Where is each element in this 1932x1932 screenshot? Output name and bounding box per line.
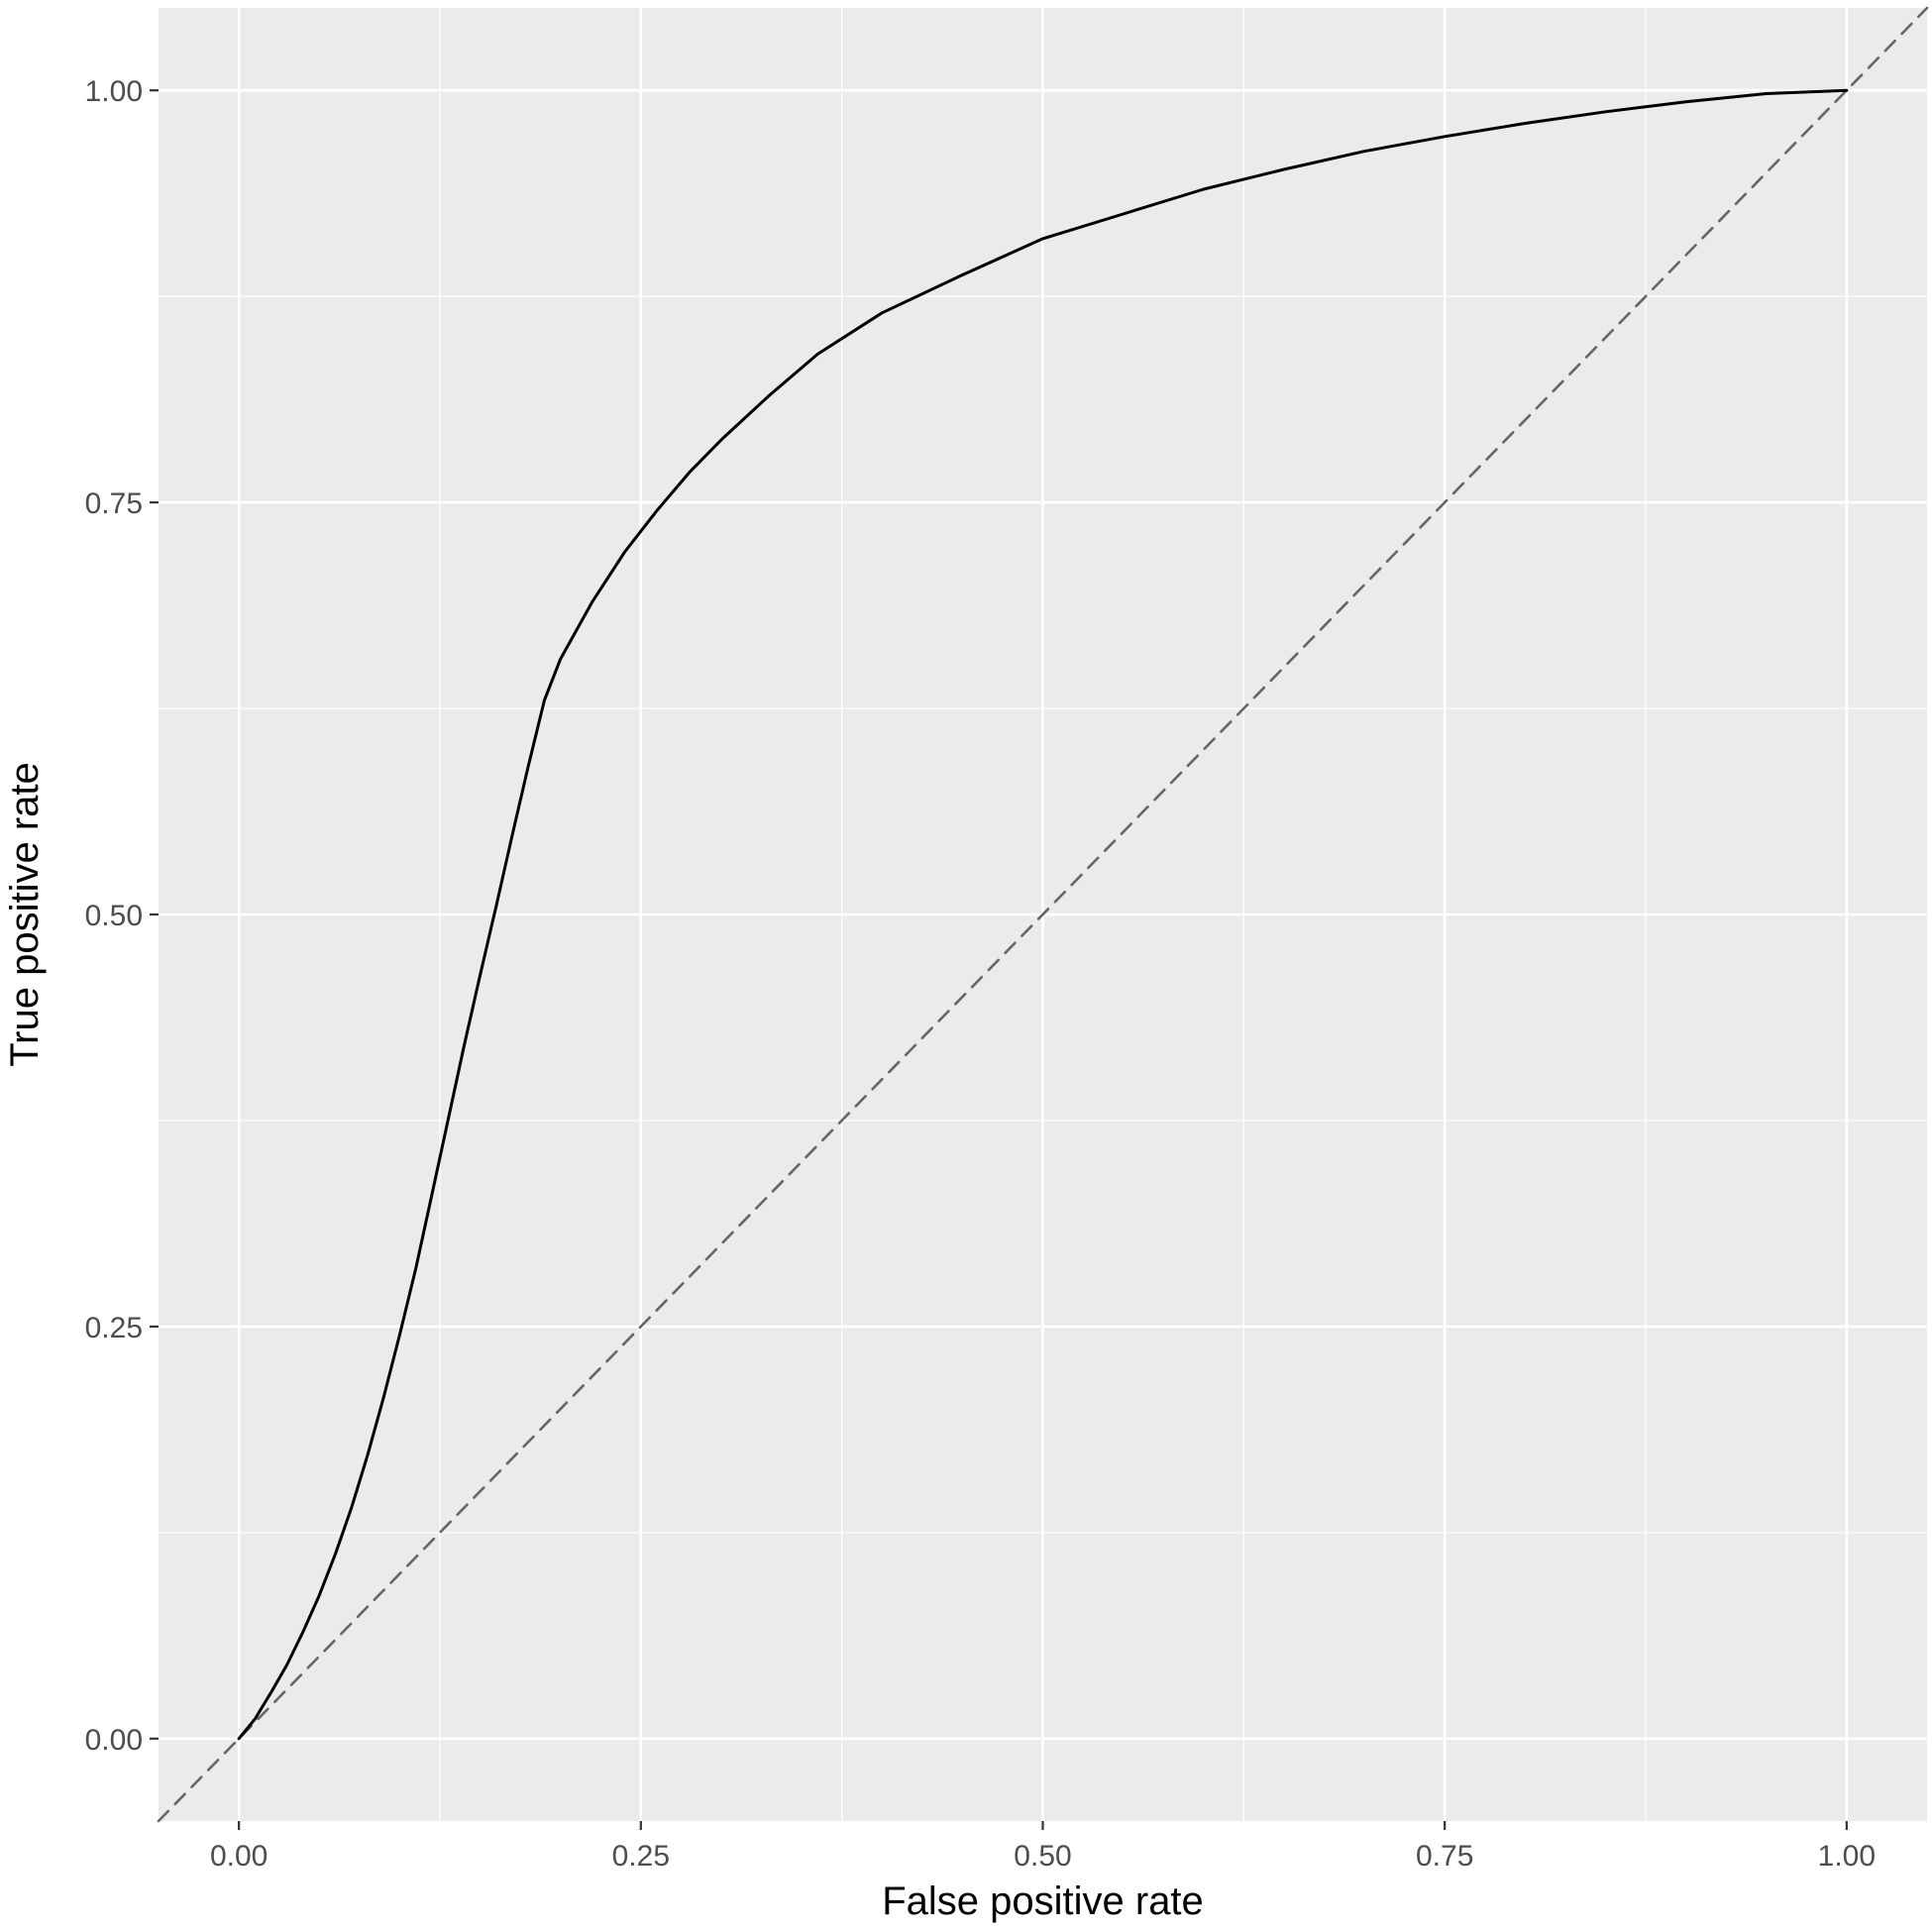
x-axis-ticks: 0.00 0.25 0.50 0.75 1.00 <box>210 1821 1876 1873</box>
x-tick-label: 0.00 <box>210 1840 268 1873</box>
y-axis-title: True positive rate <box>3 762 47 1067</box>
y-tick-label: 0.25 <box>85 1312 143 1344</box>
y-tick-label: 0.00 <box>85 1724 143 1757</box>
x-tick-label: 0.25 <box>612 1840 670 1873</box>
roc-curve-line <box>237 88 1849 1741</box>
x-tick-label: 1.00 <box>1818 1840 1876 1873</box>
diagonal-reference-line <box>157 6 1929 1823</box>
y-axis-ticks: 0.00 0.25 0.50 0.75 1.00 <box>85 75 159 1757</box>
x-tick-label: 0.75 <box>1416 1840 1473 1873</box>
y-tick-label: 0.75 <box>85 487 143 520</box>
x-tick-label: 0.50 <box>1014 1840 1071 1873</box>
y-tick-label: 1.00 <box>85 75 143 108</box>
y-tick-label: 0.50 <box>85 900 143 932</box>
x-axis-title: False positive rate <box>882 1879 1204 1923</box>
series-layer <box>157 6 1929 1823</box>
